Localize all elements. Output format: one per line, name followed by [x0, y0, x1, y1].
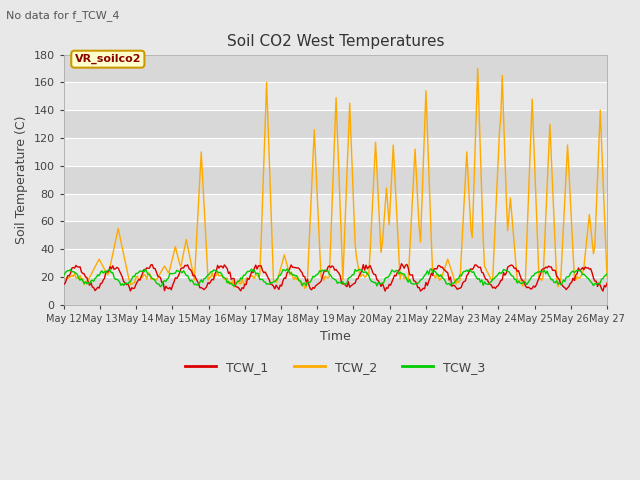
Bar — [64, 55, 607, 83]
Bar — [64, 193, 607, 221]
Bar — [64, 221, 607, 249]
Bar — [64, 83, 607, 110]
Bar — [64, 110, 607, 138]
Bar — [64, 277, 607, 305]
Bar — [64, 249, 607, 277]
Title: Soil CO2 West Temperatures: Soil CO2 West Temperatures — [227, 34, 444, 49]
Text: No data for f_TCW_4: No data for f_TCW_4 — [6, 10, 120, 21]
Bar — [64, 166, 607, 193]
Y-axis label: Soil Temperature (C): Soil Temperature (C) — [15, 116, 28, 244]
Text: VR_soilco2: VR_soilco2 — [75, 54, 141, 64]
Bar — [64, 138, 607, 166]
X-axis label: Time: Time — [320, 330, 351, 343]
Legend: TCW_1, TCW_2, TCW_3: TCW_1, TCW_2, TCW_3 — [180, 356, 491, 379]
